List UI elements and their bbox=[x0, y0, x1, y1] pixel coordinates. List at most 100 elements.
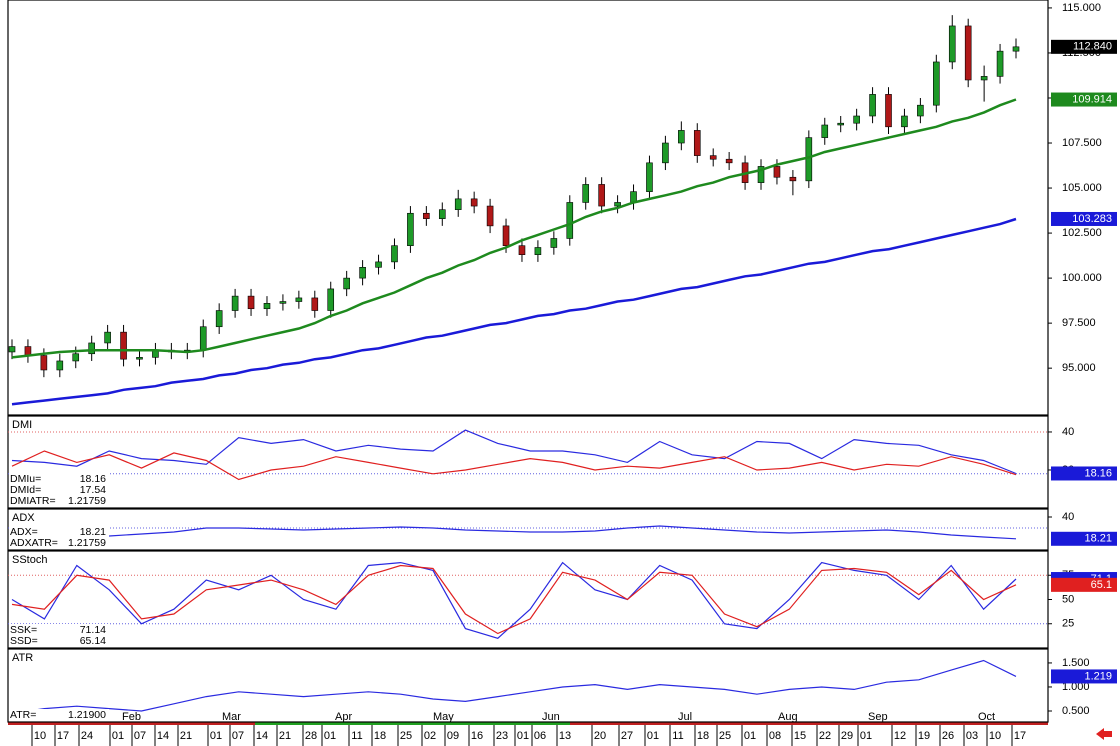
candle-body bbox=[247, 295, 255, 310]
last-value-box bbox=[1051, 211, 1117, 226]
candle-body bbox=[311, 297, 319, 311]
candle-body bbox=[996, 50, 1004, 77]
candle-body bbox=[518, 245, 526, 255]
panel-frame bbox=[7, 415, 1049, 509]
readout-value: 1.21759 bbox=[68, 537, 106, 549]
last-value-label: 109.914 bbox=[1072, 93, 1112, 105]
candle-body bbox=[550, 238, 558, 248]
candle-body bbox=[263, 303, 271, 310]
day-label: 21 bbox=[279, 730, 291, 742]
candle-body bbox=[901, 115, 908, 128]
y-tick-label: 115.000 bbox=[1062, 2, 1101, 14]
day-label: 01 bbox=[647, 730, 659, 742]
candle-body bbox=[438, 209, 446, 219]
candle-body bbox=[678, 130, 685, 144]
readout-value: 1.21759 bbox=[68, 495, 106, 507]
day-label: 12 bbox=[894, 730, 906, 742]
panel-frame bbox=[7, 0, 1049, 416]
month-label: Jun bbox=[542, 711, 560, 723]
month-label: Apr bbox=[335, 711, 352, 723]
candle-body bbox=[757, 166, 765, 183]
day-label: 01 bbox=[517, 730, 529, 742]
candle-body bbox=[72, 353, 80, 362]
candle-body bbox=[646, 162, 653, 192]
candle-body bbox=[933, 61, 940, 106]
candle-body bbox=[454, 198, 462, 210]
day-label: 03 bbox=[966, 730, 978, 742]
y-tick-label: 97.500 bbox=[1062, 317, 1096, 329]
candle-body bbox=[120, 331, 127, 360]
day-label: 14 bbox=[157, 730, 169, 742]
candle-body bbox=[725, 158, 733, 164]
panel-title: ADX bbox=[12, 512, 35, 524]
y-tick-label: 40 bbox=[1062, 426, 1074, 438]
day-label: 06 bbox=[534, 730, 546, 742]
day-label: 11 bbox=[672, 730, 683, 742]
candle-body bbox=[534, 247, 542, 255]
day-label: 08 bbox=[769, 730, 781, 742]
readout-name: DMIu= bbox=[10, 473, 41, 485]
range-bar bbox=[8, 722, 255, 725]
readout-name: ADX= bbox=[10, 526, 38, 538]
day-label: 02 bbox=[424, 730, 436, 742]
candle-body bbox=[948, 25, 956, 63]
candle-body bbox=[964, 25, 972, 81]
scroll-arrow[interactable] bbox=[1096, 728, 1112, 740]
y-tick-label: 50 bbox=[1062, 593, 1074, 605]
day-label: 23 bbox=[496, 730, 508, 742]
day-label: 15 bbox=[794, 730, 806, 742]
candle-body bbox=[375, 261, 382, 268]
month-label: Mar bbox=[222, 711, 241, 723]
candle-body bbox=[869, 94, 876, 117]
last-value-box bbox=[1051, 92, 1117, 107]
y-tick-label: 1.000 bbox=[1062, 681, 1090, 693]
day-label: 01 bbox=[744, 730, 756, 742]
readout-value: 65.14 bbox=[80, 635, 106, 647]
readout-box bbox=[9, 624, 109, 647]
series-line bbox=[11, 450, 1017, 481]
last-value-label: 112.840 bbox=[1073, 41, 1112, 53]
candle-body bbox=[231, 295, 239, 311]
panel-title: DMI bbox=[12, 419, 32, 431]
last-value-label: 103.283 bbox=[1072, 213, 1112, 225]
day-label: 22 bbox=[819, 730, 831, 742]
y-tick-label: 40 bbox=[1062, 511, 1074, 523]
candle-body bbox=[8, 346, 16, 353]
candle-body bbox=[598, 184, 605, 207]
day-label: 27 bbox=[621, 730, 633, 742]
candle-body bbox=[773, 166, 781, 178]
candle-body bbox=[662, 142, 669, 164]
day-label: 10 bbox=[989, 730, 1001, 742]
series-line bbox=[11, 564, 1017, 635]
readout-box bbox=[9, 473, 109, 507]
day-label: 01 bbox=[210, 730, 222, 742]
last-value-box bbox=[1051, 466, 1117, 481]
day-label: 21 bbox=[180, 730, 192, 742]
range-bar bbox=[570, 722, 1048, 725]
y-tick-label: 107.500 bbox=[1062, 137, 1102, 149]
candle-body bbox=[215, 310, 223, 328]
month-label: Feb bbox=[122, 711, 141, 723]
candle-body bbox=[423, 212, 430, 219]
candle-body bbox=[885, 94, 892, 128]
day-label: 24 bbox=[81, 730, 93, 742]
candle-body bbox=[1012, 46, 1020, 52]
candle-body bbox=[359, 267, 366, 279]
candle-body bbox=[343, 277, 350, 290]
candle-body bbox=[56, 360, 64, 371]
series-line bbox=[11, 98, 1017, 359]
day-label: 13 bbox=[559, 730, 571, 742]
y-tick-label: 100.000 bbox=[1062, 272, 1102, 284]
candle-body bbox=[917, 104, 924, 117]
readout-name: DMIATR= bbox=[10, 495, 56, 507]
readout-value: 1.21900 bbox=[68, 709, 106, 721]
day-label: 25 bbox=[719, 730, 731, 742]
last-value-box bbox=[1051, 669, 1117, 684]
month-label: Aug bbox=[778, 711, 798, 723]
day-label: 01 bbox=[324, 730, 336, 742]
candle-body bbox=[614, 202, 621, 207]
day-label: 10 bbox=[34, 730, 46, 742]
readout-value: 17.54 bbox=[80, 484, 106, 496]
